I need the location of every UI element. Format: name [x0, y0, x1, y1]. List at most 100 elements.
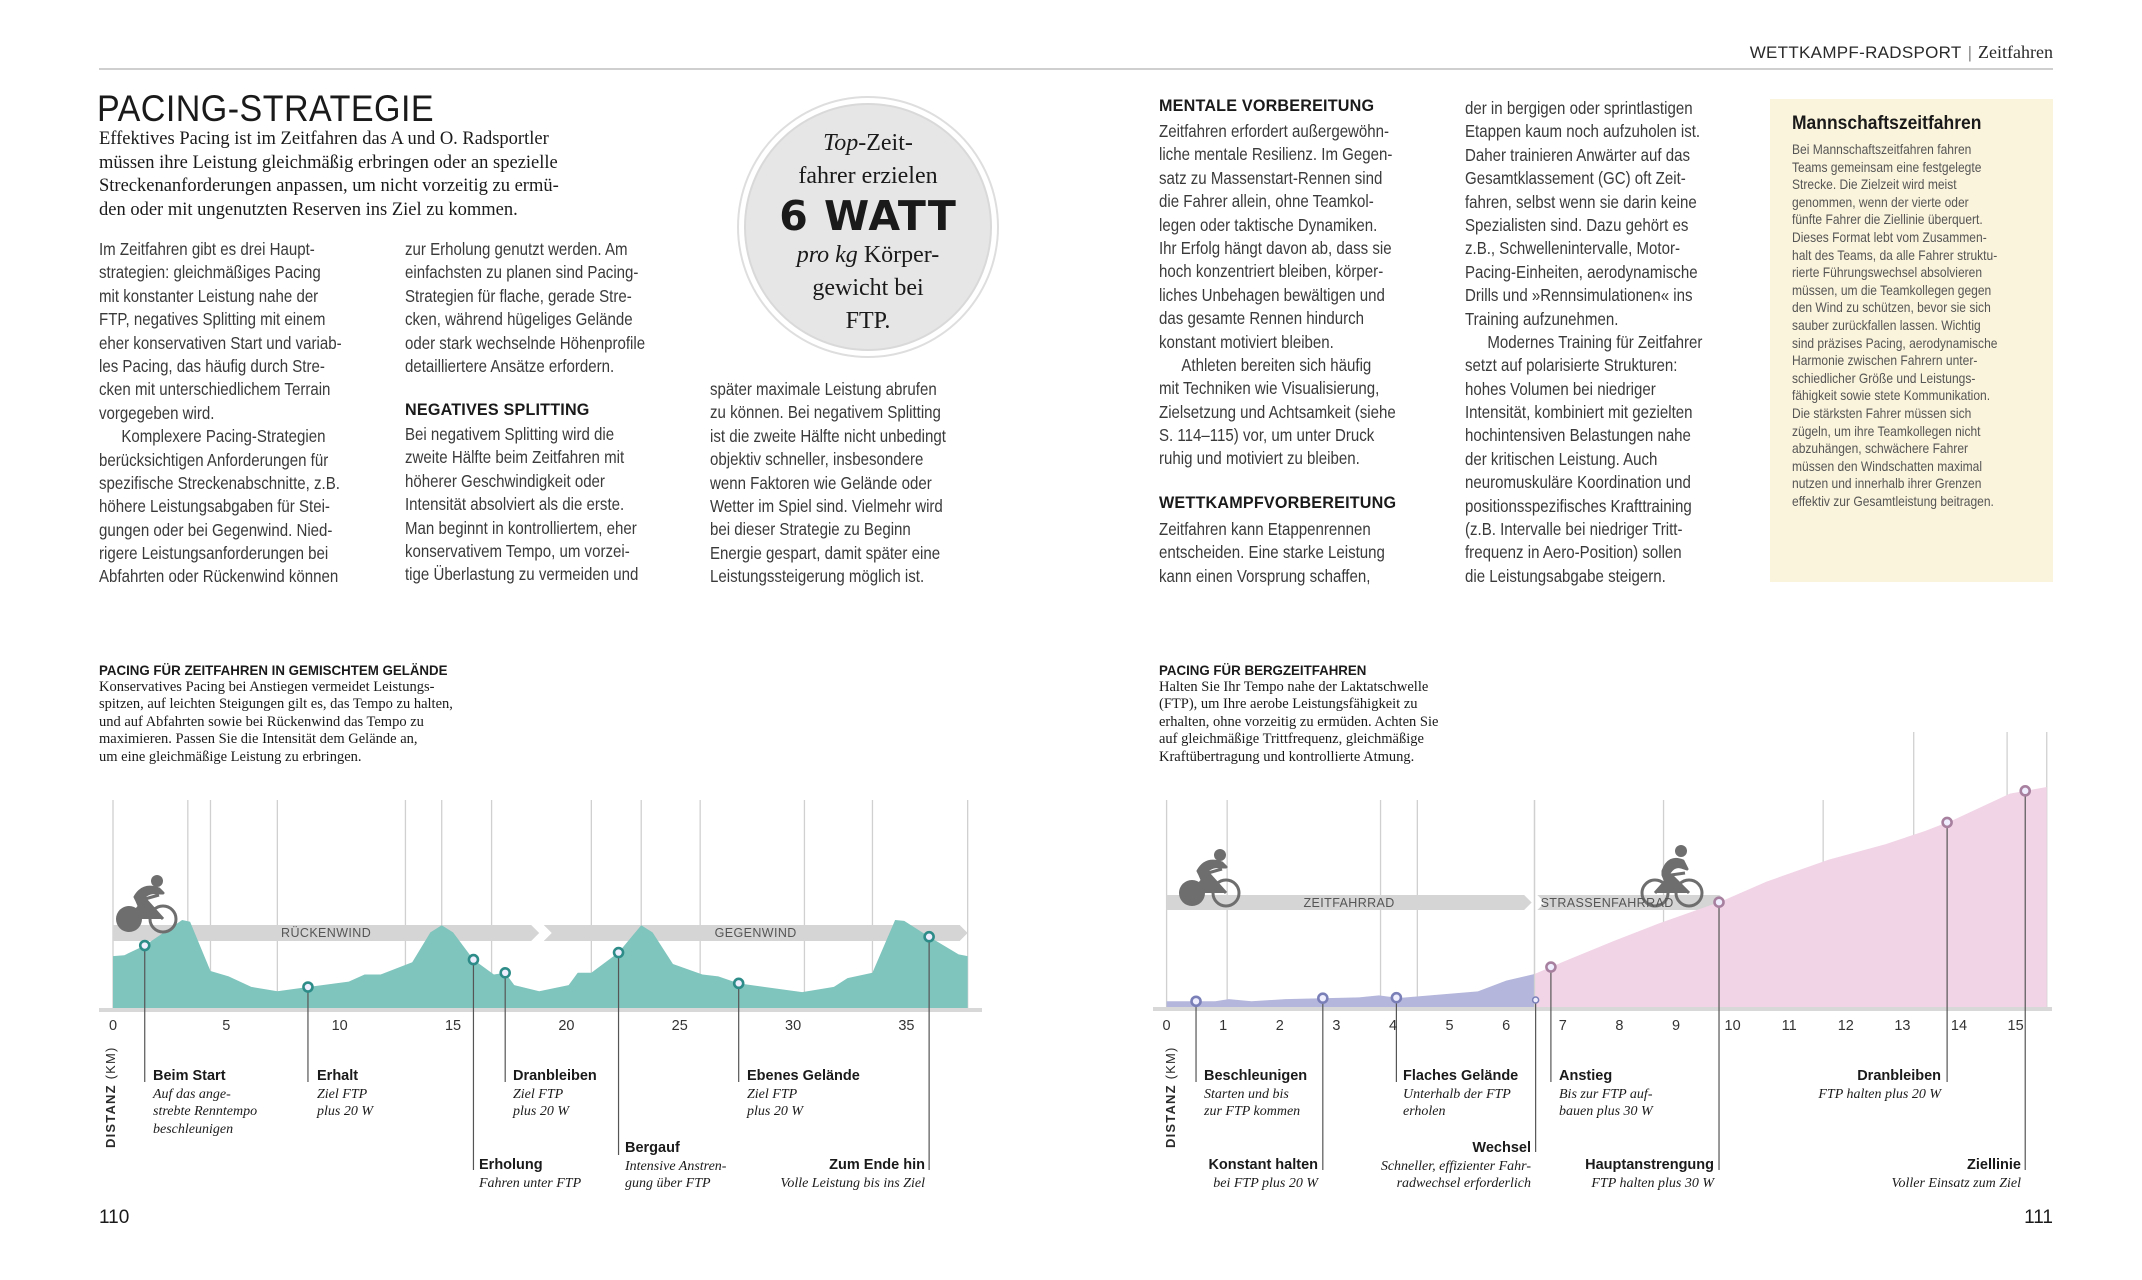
- text-line: effektiv zur Gesamtleistung beitragen.: [1792, 492, 1994, 509]
- intro-line: müssen ihre Leistung gleichmäßig erbring…: [99, 152, 558, 173]
- rider-head: [151, 875, 163, 887]
- text-line: Athleten bereiten sich häufig: [1181, 354, 1372, 375]
- text-line: die Fahrer allein, ohne Teamkol-: [1159, 191, 1374, 212]
- text-line: Zeitfahren erfordert außergewöhn-: [1159, 121, 1390, 141]
- rider-head: [1675, 845, 1687, 857]
- quote-italic: Top: [823, 130, 859, 156]
- time-trial-cyclist-icon: [116, 875, 178, 934]
- text-line: tige Überlastung zu vermeiden und: [405, 564, 639, 585]
- text-line: genommen, wenn der vierte oder: [1792, 193, 1969, 210]
- x-tick-label: 9: [1671, 1018, 1681, 1034]
- text-line: cken mit unterschiedlichem Terrain: [99, 379, 331, 400]
- quote-line-2: fahrer erzielen: [798, 163, 938, 189]
- page-number-right: 111: [2024, 1207, 2053, 1228]
- elevation-profile-area-road-bike: [1534, 787, 2047, 1007]
- caption-line: um eine gleichmäßige Leistung zu erbring…: [99, 748, 362, 765]
- text-line: Man beginnt in kontrolliertem, eher: [405, 517, 637, 538]
- caption-line: maximieren. Passen Sie die Intensität de…: [99, 731, 418, 748]
- quote-line-5: gewicht bei: [812, 275, 924, 301]
- text-line: sauber zurückfallen lassen. Wichtig: [1792, 316, 1981, 333]
- x-tick-label: 15: [444, 1018, 462, 1034]
- quote-text: Körper-: [857, 242, 940, 268]
- annotation-marker: [467, 953, 480, 966]
- body-column-3: später maximale Leistung abrufen zu könne…: [710, 378, 984, 589]
- page-title: PACING-STRATEGIE: [97, 88, 435, 129]
- annotation-label: Anstieg Bis zur FTP auf-bauen plus 30 W: [1559, 1068, 1653, 1121]
- annotation-text: zur FTP kommen: [1204, 1104, 1301, 1119]
- annotation-label: Ziellinie Voller Einsatz zum Ziel: [1891, 1157, 2021, 1192]
- elevation-profile-area: [113, 920, 968, 1008]
- text-line: satz zu Massenstart-Rennen sind: [1159, 167, 1383, 188]
- text-line: z.B., Schwellenintervalle, Motor-: [1465, 238, 1680, 259]
- text-line: Bei negativem Splitting wird die: [405, 424, 615, 444]
- rider-body: [1653, 857, 1691, 895]
- axis-unit: (KM): [103, 1046, 118, 1080]
- annotation-text: Bis zur FTP auf-: [1559, 1086, 1653, 1102]
- annotation-label: Zum Ende hin Volle Leistung bis ins Ziel: [780, 1157, 925, 1192]
- text-line: setzt auf polarisierte Strukturen:: [1465, 355, 1678, 376]
- text-line: zweite Hälfte beim Zeitfahren mit: [405, 447, 625, 468]
- x-tick-label: 4: [1388, 1018, 1398, 1034]
- text-line: einfachsten zu planen sind Pacing-: [405, 262, 639, 283]
- x-tick-label: 35: [898, 1018, 915, 1034]
- text-line: mit Techniken wie Visualisierung,: [1159, 378, 1380, 399]
- caption-line: spitzen, auf leichten Steigungen gilt es…: [99, 696, 453, 713]
- chart-2-caption: Halten Sie Ihr Tempo nahe der Laktatschw…: [1159, 679, 1438, 766]
- text-line: Teams gemeinsam eine festgelegte: [1792, 158, 1982, 175]
- text-line: zu können. Bei negativem Splitting: [710, 402, 941, 423]
- annotation-title: Ziellinie: [1967, 1157, 2021, 1173]
- annotation-text: Fahren unter FTP: [479, 1175, 582, 1191]
- annotation-title: Dranbleiben: [513, 1068, 597, 1084]
- annotation-marker: [1190, 995, 1202, 1008]
- text-line: rigere Leistungsanforderungen bei: [99, 543, 329, 564]
- text-line: cken, während hügeliges Gelände: [405, 309, 633, 330]
- intro-line: den oder mit ungenutzten Reserven ins Zi…: [99, 199, 518, 220]
- text-line: ruhig und motiviert zu bleiben.: [1159, 448, 1360, 469]
- text-line: der kritischen Leistung. Auch: [1465, 448, 1658, 469]
- text-line: Etappen kaum noch aufzuholen ist.: [1465, 121, 1701, 142]
- annotation-label: Dranbleiben FTP halten plus 20 W: [1818, 1068, 1941, 1103]
- text-line: Zeitfahren kann Etappenrennen: [1159, 519, 1371, 539]
- x-tick-label: 11: [1781, 1018, 1797, 1034]
- text-line: Daher trainieren Anwärter auf das: [1465, 144, 1691, 165]
- quote-italic: pro kg: [796, 242, 858, 268]
- x-tick-label: 25: [671, 1018, 688, 1034]
- annotation-title: Zum Ende hin: [829, 1157, 925, 1173]
- text-line: der in bergigen oder sprintlastigen: [1465, 98, 1693, 118]
- annotation-label: Wechsel Schneller, effizienter Fahr-radwe…: [1381, 1140, 1531, 1193]
- annotation-label: Konstant halten bei FTP plus 20 W: [1208, 1157, 1318, 1192]
- text-line: les Pacing, das häufig durch Stre-: [99, 355, 325, 376]
- axis-unit: (KM): [1163, 1046, 1178, 1080]
- band-label: STRASSENFAHRRAD: [1540, 896, 1674, 910]
- annotation-label: Hauptanstrengung FTP halten plus 30 W: [1585, 1157, 1714, 1192]
- text-line: ist die zweite Hälfte nicht unbedingt: [710, 425, 946, 446]
- annotation-text: Schneller, effizienter Fahr-: [1380, 1158, 1531, 1174]
- text-line: Im Zeitfahren gibt es drei Haupt-: [99, 239, 315, 259]
- annotation-text: bei FTP plus 20 W: [1213, 1175, 1318, 1191]
- text-line: schiedlicher Größe und Leistungs-: [1792, 369, 1976, 386]
- chart-1-title: PACING FÜR ZEITFAHREN IN GEMISCHTEM GELÄ…: [99, 662, 448, 678]
- body-column-5: der in bergigen oder sprintlastigen Etapp…: [1465, 97, 1741, 588]
- caption-line: (FTP), um Ihre aerobe Leistungsfähigkeit…: [1159, 696, 1418, 713]
- text-line: Dieses Format lebt vom Zusammen-: [1792, 228, 1987, 245]
- annotation-text: radwechsel erforderlich: [1396, 1176, 1531, 1191]
- page-number-left: 110: [99, 1207, 130, 1228]
- text-line: Gesamtklassement (GC) oft Zeit-: [1465, 168, 1686, 189]
- text-line: das gesamte Rennen hindurch: [1159, 308, 1364, 329]
- x-tick-label: 3: [1332, 1018, 1341, 1034]
- x-axis-line: [99, 1008, 982, 1012]
- annotation-marker: [499, 966, 511, 979]
- quote-text: -Zeit-: [858, 130, 913, 156]
- text-line: liches Unbehagen bewältigen und: [1159, 284, 1385, 305]
- caption-line: Kraftübertragung und kontrollierte Atmun…: [1159, 748, 1415, 765]
- running-head-separator: |: [1967, 43, 1973, 62]
- text-line: eher konservativen Start und variab-: [99, 332, 342, 353]
- section-heading-negatives-splitting: NEGATIVES SPLITTING: [405, 400, 590, 419]
- annotation-marker: [732, 977, 745, 990]
- wind-band-1: [1537, 895, 1727, 910]
- body-column-2b: Bei negativem Splitting wird die zweite H…: [405, 423, 676, 587]
- annotation-text: Unterhalb der FTP: [1403, 1086, 1511, 1102]
- annotation-label: Erhalt Ziel FTP plus 20 W: [317, 1068, 373, 1121]
- running-head: WETTKAMPF-RADSPORT | Zeitfahren: [1750, 42, 2053, 63]
- x-tick-label: 30: [785, 1018, 802, 1034]
